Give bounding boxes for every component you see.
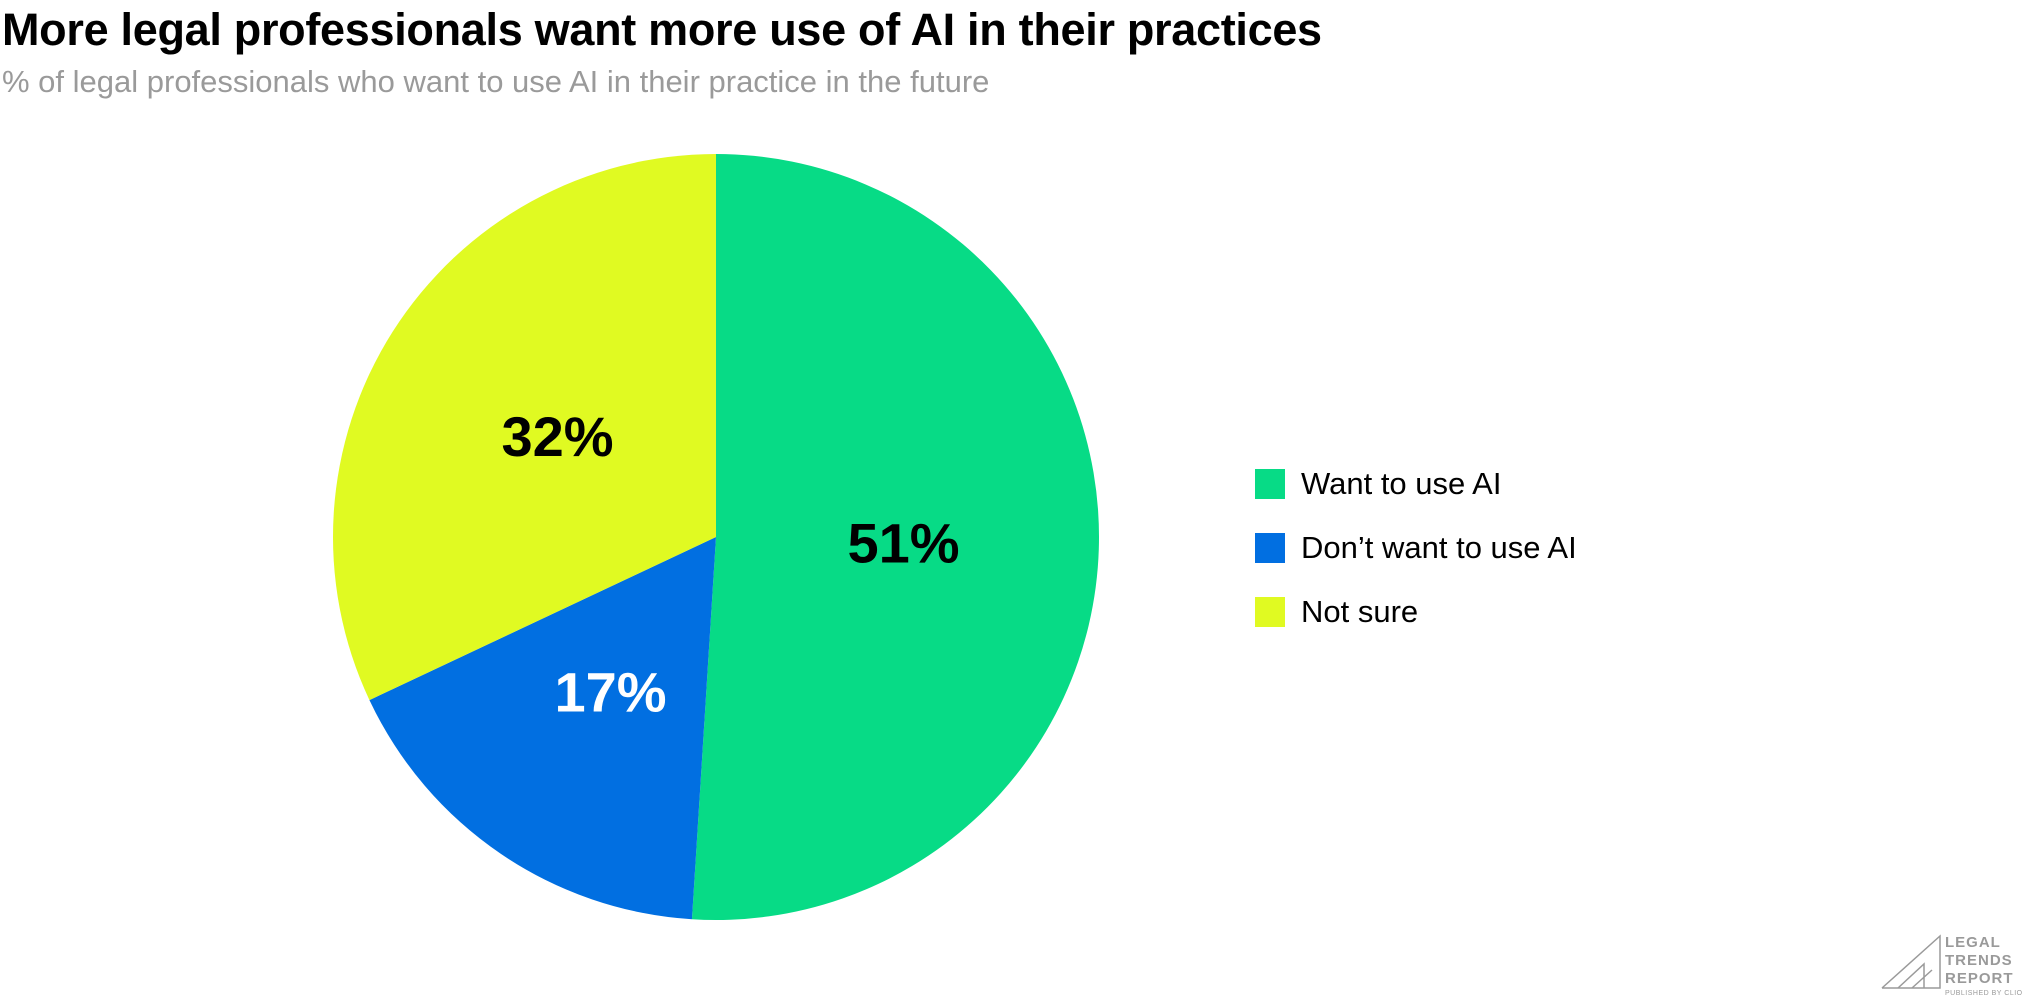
chart-legend: Want to use AI Don’t want to use AI Not … <box>1255 452 1577 644</box>
legend-item-want: Want to use AI <box>1255 452 1577 516</box>
pie-data-label-want: 51% <box>848 511 960 574</box>
legend-label: Don’t want to use AI <box>1301 530 1577 565</box>
pie-labels: 51% 17% 32% <box>501 405 959 724</box>
legend-swatch <box>1255 597 1285 627</box>
chart-title: More legal professionals want more use o… <box>2 4 1322 55</box>
legend-item-not-sure: Not sure <box>1255 580 1577 644</box>
logo-tagline: PUBLISHED BY CLIO <box>1945 990 2023 997</box>
pie-slice-not-sure <box>332 154 716 701</box>
pie-slice-want <box>691 154 1100 921</box>
chart-subtitle: % of legal professionals who want to use… <box>2 64 990 99</box>
legal-trends-report-logo: LEGAL TRENDS REPORT PUBLISHED BY CLIO <box>1880 934 2023 1000</box>
pie-slice-dont-want <box>369 537 716 920</box>
logo-mark-icon <box>1881 934 1941 989</box>
legend-swatch <box>1255 533 1285 563</box>
pie-data-label-not-sure: 32% <box>501 405 613 468</box>
pie-slices <box>332 154 1100 921</box>
pie-data-label-dont-want: 17% <box>554 661 666 724</box>
legend-item-dont-want: Don’t want to use AI <box>1255 516 1577 580</box>
legend-label: Not sure <box>1301 594 1419 629</box>
logo-text: LEGAL TRENDS REPORT <box>1945 934 2014 987</box>
legend-label: Want to use AI <box>1301 466 1502 501</box>
legend-swatch <box>1255 469 1285 499</box>
